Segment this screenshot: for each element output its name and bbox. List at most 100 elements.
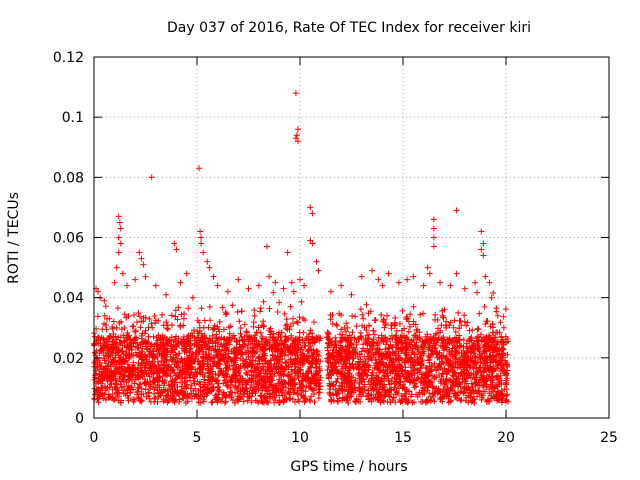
- data-point: [329, 349, 336, 356]
- data-point: [107, 345, 114, 352]
- data-point: [346, 360, 353, 367]
- data-point: [369, 357, 375, 364]
- data-point: [215, 383, 221, 390]
- data-point: [343, 354, 349, 361]
- data-point-outlier: [235, 276, 242, 283]
- data-point: [447, 319, 454, 326]
- data-point: [339, 331, 346, 338]
- data-point: [146, 395, 153, 402]
- data-point: [105, 335, 112, 342]
- data-point: [414, 326, 421, 333]
- data-point-outlier: [461, 285, 468, 292]
- data-point: [100, 366, 107, 373]
- data-point: [445, 359, 452, 366]
- data-point: [483, 318, 490, 325]
- data-point: [431, 398, 438, 405]
- data-point: [292, 363, 299, 370]
- data-point: [243, 385, 250, 392]
- data-point: [266, 367, 273, 374]
- data-point: [428, 367, 435, 374]
- data-point: [353, 341, 360, 348]
- data-point: [311, 399, 318, 405]
- data-point: [169, 392, 176, 399]
- data-point: [432, 311, 439, 318]
- data-point: [385, 345, 392, 352]
- data-point: [196, 341, 203, 348]
- data-point: [201, 379, 208, 386]
- data-point: [285, 351, 292, 358]
- data-point: [368, 354, 374, 361]
- data-point: [128, 367, 135, 374]
- data-point: [251, 312, 258, 319]
- data-point: [382, 354, 389, 361]
- data-point: [100, 375, 107, 381]
- data-point: [470, 340, 477, 346]
- data-point-outlier: [206, 264, 213, 271]
- data-point: [308, 370, 315, 376]
- data-point: [139, 345, 146, 352]
- data-point: [425, 381, 432, 388]
- data-point: [395, 390, 401, 397]
- data-point: [379, 377, 385, 383]
- data-point: [476, 352, 483, 358]
- data-point: [410, 303, 417, 310]
- data-point: [328, 371, 335, 378]
- data-point: [472, 374, 479, 381]
- data-point: [214, 348, 221, 355]
- data-point: [465, 392, 472, 399]
- data-point: [126, 355, 132, 362]
- data-point-outlier: [255, 282, 262, 289]
- data-point: [216, 365, 223, 372]
- data-point: [238, 351, 245, 358]
- data-point-outlier: [307, 204, 314, 211]
- data-point: [297, 346, 304, 353]
- data-point: [281, 366, 288, 373]
- data-point: [402, 391, 409, 398]
- data-point: [170, 355, 177, 362]
- data-point-outlier: [115, 249, 122, 256]
- data-point: [255, 354, 262, 361]
- data-point: [176, 398, 182, 405]
- data-point: [193, 353, 200, 359]
- data-point: [109, 359, 116, 366]
- data-point: [144, 378, 151, 385]
- data-point: [335, 350, 342, 357]
- data-point: [352, 313, 359, 320]
- data-point: [310, 375, 317, 382]
- data-point: [428, 379, 435, 386]
- data-point: [315, 380, 322, 387]
- data-point: [414, 374, 421, 381]
- data-point: [297, 366, 304, 373]
- data-point: [263, 395, 270, 402]
- data-point: [234, 309, 241, 315]
- data-point: [232, 357, 239, 364]
- data-point: [125, 382, 132, 389]
- data-point: [327, 392, 334, 399]
- data-point: [358, 348, 365, 355]
- data-point: [359, 311, 366, 318]
- data-point: [104, 316, 110, 322]
- data-point: [492, 353, 499, 360]
- data-point: [225, 355, 232, 361]
- data-point: [283, 316, 290, 323]
- data-point: [171, 397, 178, 404]
- data-point: [265, 399, 271, 406]
- data-point: [499, 356, 505, 363]
- data-point: [105, 394, 112, 401]
- data-point: [392, 378, 399, 385]
- data-point: [244, 371, 251, 378]
- data-point: [129, 371, 136, 378]
- data-point: [307, 380, 314, 387]
- data-point: [154, 368, 160, 375]
- data-point: [99, 390, 106, 397]
- data-point: [209, 363, 216, 370]
- data-point: [162, 340, 169, 347]
- data-point: [169, 322, 175, 329]
- data-point: [465, 399, 472, 406]
- data-point: [444, 391, 451, 398]
- data-point: [302, 388, 309, 395]
- data-point: [316, 386, 323, 393]
- data-point: [155, 389, 162, 396]
- data-point: [186, 342, 193, 349]
- data-point: [108, 381, 114, 388]
